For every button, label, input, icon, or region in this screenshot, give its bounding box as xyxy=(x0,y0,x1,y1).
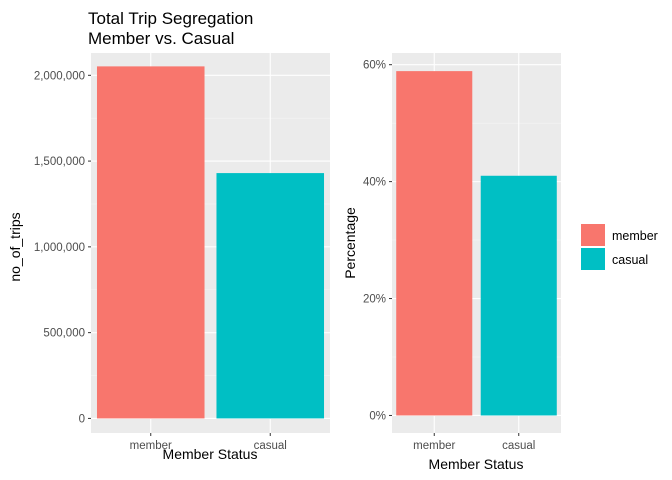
legend: member casual xyxy=(581,224,658,270)
left-x-tick-label-member: member xyxy=(130,440,172,452)
left-panel-trips: 0 500,000 1,000,000 1,500,000 2,000,000 membe… xyxy=(34,53,330,452)
legend-label-casual: casual xyxy=(612,253,648,267)
right-x-tick-label-member: member xyxy=(413,440,455,452)
chart-title-line-2: Member vs. Casual xyxy=(88,29,234,48)
right-x-tick-label-casual: casual xyxy=(502,440,535,452)
right-panel-percentage: 0% 20% 40% 60% member casual xyxy=(363,53,561,452)
legend-key-member xyxy=(581,224,605,246)
left-y-tick-label: 1,000,000 xyxy=(34,242,85,254)
right-bar-casual xyxy=(480,175,557,416)
right-y-tick-label: 40% xyxy=(363,177,386,189)
left-y-axis-title: no_of_trips xyxy=(7,212,23,281)
right-x-axis-title: Member Status xyxy=(429,456,524,472)
left-y-tick-label: 500,000 xyxy=(43,328,85,340)
right-bar-member xyxy=(396,71,473,416)
left-x-tick-label-casual: casual xyxy=(254,440,287,452)
chart-title-line-1: Total Trip Segregation xyxy=(88,9,253,28)
left-x-axis-title: Member Status xyxy=(163,446,258,462)
right-y-tick-label: 20% xyxy=(363,294,386,306)
left-bar-member xyxy=(96,66,205,419)
left-y-tick-label: 2,000,000 xyxy=(34,70,85,82)
legend-key-casual xyxy=(581,248,605,270)
left-bar-casual xyxy=(216,173,325,419)
right-y-tick-label: 0% xyxy=(369,410,386,422)
right-y-axis-title: Percentage xyxy=(342,207,358,279)
left-y-tick-label: 0 xyxy=(79,413,85,425)
left-y-tick-label: 1,500,000 xyxy=(34,156,85,168)
legend-label-member: member xyxy=(612,229,658,243)
right-y-tick-label: 60% xyxy=(363,60,386,72)
